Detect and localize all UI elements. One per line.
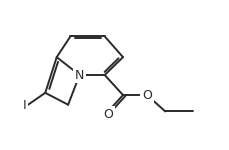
Text: I: I — [23, 99, 26, 112]
Text: O: O — [142, 88, 151, 102]
Text: N: N — [75, 69, 84, 81]
Text: O: O — [103, 108, 113, 121]
